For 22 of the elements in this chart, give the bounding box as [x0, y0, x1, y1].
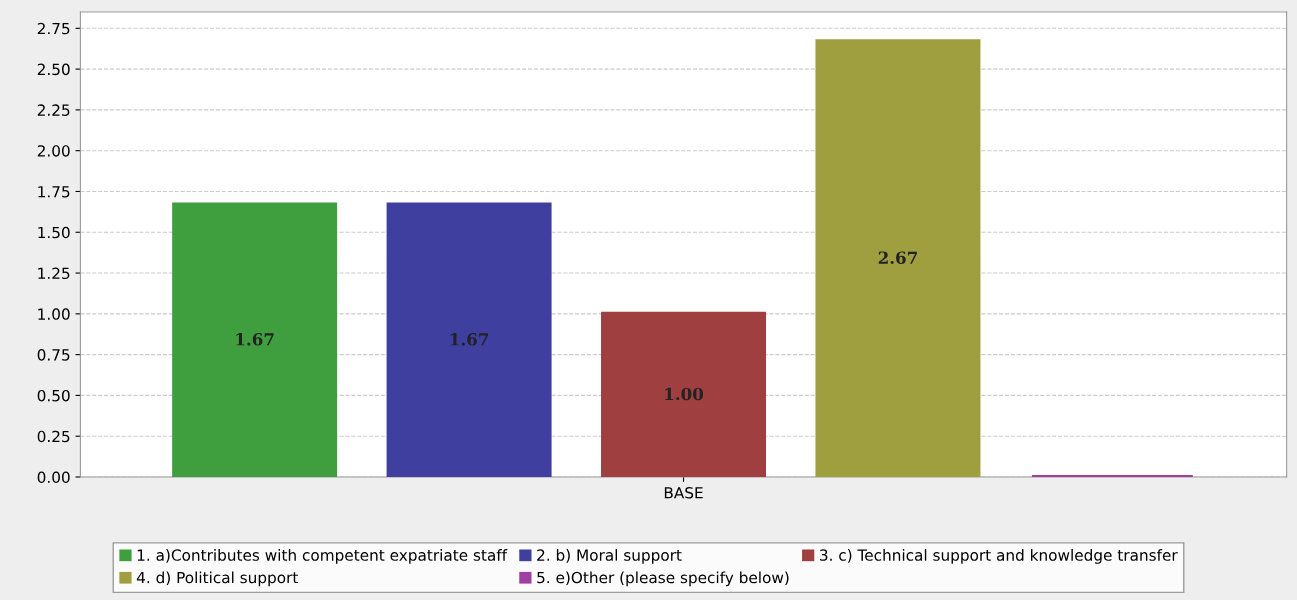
y-tick-label: 0.25	[37, 430, 70, 443]
legend-label: 2. b) Moral support	[537, 549, 682, 564]
legend-label: 3. c) Technical support and knowledge transfer	[820, 549, 1178, 564]
y-tick-label: 2.50	[37, 63, 70, 76]
y-tick-label: 1.25	[38, 267, 70, 280]
legend-label: 4. d) Political support	[136, 571, 298, 587]
y-tick-label: 1.00	[38, 308, 70, 320]
y-tick-label: 0.75	[37, 349, 70, 361]
y-tick-label: 2.00	[37, 145, 70, 157]
data-label: 1.67	[236, 332, 274, 346]
data-label: 2.67	[878, 251, 917, 265]
y-tick-label: 1.75	[38, 186, 70, 198]
legend-label: 1. a)Contributes with competent expatriate staff	[137, 549, 508, 564]
y-tick-label: 0.00	[37, 471, 70, 484]
y-tick-label: 2.25	[37, 104, 70, 116]
x-tick-label: BASE	[664, 486, 703, 499]
legend-label: 5. e)Other (please specify below)	[537, 571, 789, 587]
data-label: 1.67	[450, 332, 488, 346]
y-tick-label: 1.50	[38, 226, 70, 239]
y-tick-label: 0.50	[37, 389, 70, 402]
y-tick-label: 2.75	[37, 22, 70, 35]
data-label: 1.00	[665, 387, 704, 401]
